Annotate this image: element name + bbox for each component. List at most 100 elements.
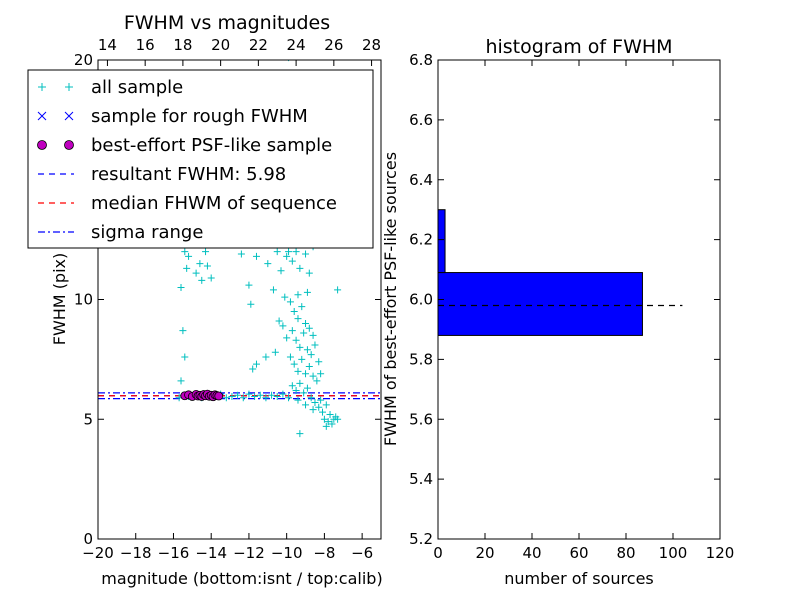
hist-y-tick-label-1: 5.4 [409,470,433,488]
all-sample-point-36 [252,252,260,260]
all-sample-point-23 [177,284,185,292]
top-x-tick-label-0: 14 [98,36,117,54]
all-sample-point-13 [251,392,259,400]
all-sample-point-99 [294,396,302,404]
all-sample-point-10 [234,391,242,399]
scatter-reference-lines [98,392,381,400]
legend-marker-1-1 [64,111,74,121]
legend-label-3: resultant FWHM: 5.98 [91,164,286,185]
histogram-chart: histogram of FWHM 0 20 40 60 80 100 120 5.2 5.4… [381,36,734,588]
all-sample-point-86 [296,379,304,387]
all-sample-point-51 [303,288,311,296]
all-sample-point-49 [305,269,313,277]
x-tick-label-4: −12 [233,544,265,562]
all-sample-point-60 [288,327,296,335]
all-sample-point-24 [183,264,191,272]
all-sample-point-89 [307,394,315,402]
all-sample-point-11 [239,394,247,402]
all-sample-point-64 [303,346,311,354]
all-sample-point-41 [277,267,285,275]
all-sample-point-66 [311,341,319,349]
x-tick-label-0: −20 [82,544,114,562]
all-sample-point-29 [196,260,204,268]
all-sample-point-71 [298,355,306,363]
psf-sample-point-15 [214,391,224,401]
all-sample-point-45 [288,257,296,265]
all-sample-point-82 [279,322,287,330]
all-sample-point-32 [202,248,210,256]
hist-x-tick-label-0: 0 [433,544,443,562]
all-sample-point-33 [237,250,245,258]
histogram-bar-0 [437,272,643,336]
all-sample-point-88 [303,384,311,392]
all-sample-point-93 [322,401,330,409]
all-sample-point-21 [181,353,189,361]
y-tick-label-2: 10 [74,291,93,309]
x-tick-label-7: −6 [351,544,373,562]
legend-marker-1-0 [37,111,47,121]
all-sample-point-56 [298,303,306,311]
legend-label-1: sample for rough FWHM [91,106,308,127]
all-sample-point-48 [302,250,310,258]
all-sample-point-30 [203,262,211,270]
all-sample-point-59 [309,331,317,339]
hist-x-tick-label-1: 20 [475,544,494,562]
x-tick-label-1: −18 [120,544,152,562]
all-sample-point-65 [307,351,315,359]
all-sample-point-106 [296,430,304,438]
all-sample-point-54 [290,307,298,315]
all-sample-point-57 [302,319,310,327]
hist-y-tick-label-7: 6.6 [409,111,433,129]
legend-marker-0-1 [65,83,73,91]
hist-y-tick-label-2: 5.6 [409,410,433,428]
scatter-y-ticks: 0 5 10 20 [74,51,381,548]
all-sample-point-16 [268,391,276,399]
all-sample-point-62 [296,343,304,351]
top-x-tick-label-2: 18 [173,36,192,54]
all-sample-point-63 [300,329,308,337]
hist-x-tick-label-3: 60 [569,544,588,562]
all-sample-point-98 [302,401,310,409]
hist-y-tick-label-4: 6.0 [409,291,433,309]
legend-label-0: all sample [91,77,183,98]
y-tick-label-0: 0 [83,530,93,548]
hist-x-tick-label-2: 40 [522,544,541,562]
y-tick-label-1: 5 [83,410,93,428]
all-sample-point-91 [315,403,323,411]
all-sample-point-76 [317,370,325,378]
all-sample-point-43 [283,252,291,260]
hist-y-tick-label-6: 6.4 [409,171,433,189]
scatter-points [175,60,342,438]
histogram-y-ticks: 5.2 5.4 5.6 5.8 6.0 6.2 6.4 6.6 6.8 [409,51,720,548]
all-sample-point-92 [319,408,327,416]
legend-box [27,69,374,249]
all-sample-point-104 [334,415,342,423]
all-sample-point-100 [320,415,328,423]
legend-label-4: median FHWM of sequence [91,193,337,214]
all-sample-point-70 [294,367,302,375]
legend-items: all sample sample for rough FWHM best-effo… [37,77,337,243]
all-sample-point-77 [271,348,279,356]
all-sample-point-9 [228,392,236,400]
histogram-chart-title: histogram of FWHM [485,36,672,58]
histogram-x-axis-label: number of sources [504,569,654,588]
all-sample-point-67 [315,358,323,366]
all-sample-point-19 [285,394,293,402]
all-sample-point-74 [309,372,317,380]
all-sample-point-31 [207,274,215,282]
all-sample-point-90 [311,398,319,406]
all-sample-point-97 [309,406,317,414]
all-sample-point-40 [273,248,281,256]
histogram-bars [437,209,643,336]
all-sample-point-81 [275,317,283,325]
all-sample-point-39 [269,286,277,294]
scatter-chart: FWHM vs magnitudes −20 −18 −16 −14 −12 −10 −8−… [27,12,383,588]
top-x-tick-label-1: 16 [136,36,155,54]
hist-y-tick-label-3: 5.8 [409,350,433,368]
top-x-tick-label-7: 28 [362,36,381,54]
all-sample-point-68 [286,353,294,361]
all-sample-point-85 [292,387,300,395]
hist-x-tick-label-6: 120 [706,544,735,562]
